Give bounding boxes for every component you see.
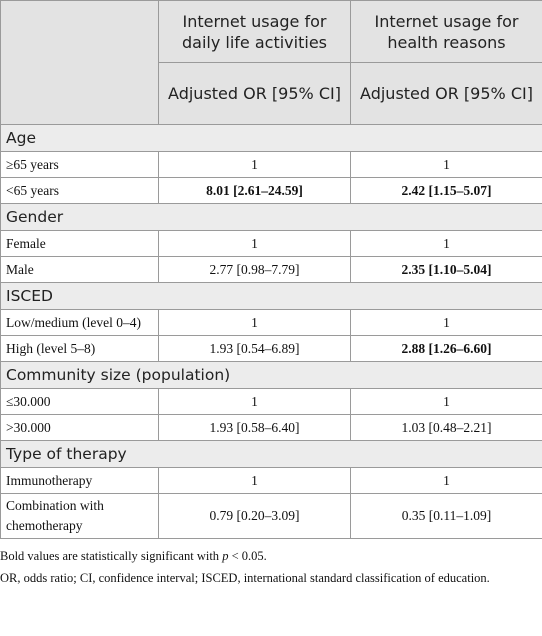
significance-note: Bold values are statistically significan… — [0, 547, 542, 565]
data-row: <65 years 8.01 [2.61–24.59] 2.42 [1.15–5.0… — [0, 177, 542, 204]
row-label: Female — [0, 230, 159, 257]
note-text: Bold values are statistically significan… — [0, 549, 223, 563]
table-body: Age ≥65 years 1 1 <65 years 8.01 [2.61–24.59]… — [0, 124, 542, 539]
abbreviations-note: OR, odds ratio; CI, confidence interval;… — [0, 571, 490, 585]
row-label: Low/medium (level 0–4) — [0, 309, 159, 336]
value-cell: 1 — [158, 388, 351, 415]
value-cell: 0.79 [0.20–3.09] — [158, 493, 351, 539]
section-row: Community size (population) — [0, 361, 542, 389]
row-label: High (level 5–8) — [0, 335, 159, 362]
section-row: Age — [0, 124, 542, 152]
table-header: Internet usage for daily life activities… — [0, 0, 542, 125]
value-cell: 1 — [158, 467, 351, 494]
value-cell: 1.93 [0.58–6.40] — [158, 414, 351, 441]
value-cell: 1.03 [0.48–2.21] — [350, 414, 542, 441]
row-label: ≤30.000 — [0, 388, 159, 415]
section-title: Community size (population) — [0, 361, 542, 389]
column-header: Internet usage for daily life activities — [158, 0, 351, 63]
row-label: Immunotherapy — [0, 467, 159, 494]
column-subheader: Adjusted OR [95% CI] — [350, 62, 542, 125]
section-title: Gender — [0, 203, 542, 231]
section-title: ISCED — [0, 282, 542, 310]
data-row: ≥65 years 1 1 — [0, 151, 542, 178]
value-cell: 1 — [158, 230, 351, 257]
row-label: ≥65 years — [0, 151, 159, 178]
data-row: Female 1 1 — [0, 230, 542, 257]
row-label: Combination with chemotherapy — [0, 493, 159, 539]
column-header: Internet usage for health reasons — [350, 0, 542, 63]
section-title: Type of therapy — [0, 440, 542, 468]
value-cell: 1.93 [0.54–6.89] — [158, 335, 351, 362]
section-row: Gender — [0, 203, 542, 231]
data-row: >30.000 1.93 [0.58–6.40] 1.03 [0.48–2.21] — [0, 414, 542, 441]
value-cell: 2.35 [1.10–5.04] — [350, 256, 542, 283]
row-label: >30.000 — [0, 414, 159, 441]
value-cell: 8.01 [2.61–24.59] — [158, 177, 351, 204]
value-cell: 1 — [350, 467, 542, 494]
note-italic: p — [222, 549, 229, 563]
row-label: Male — [0, 256, 159, 283]
value-cell: 1 — [158, 151, 351, 178]
section-row: ISCED — [0, 282, 542, 310]
data-row: High (level 5–8) 1.93 [0.54–6.89] 2.88 [1.… — [0, 335, 542, 362]
value-cell: 1 — [350, 388, 542, 415]
section-row: Type of therapy — [0, 440, 542, 468]
value-cell: 1 — [350, 230, 542, 257]
data-row: Immunotherapy 1 1 — [0, 467, 542, 494]
column-subheader: Adjusted OR [95% CI] — [158, 62, 351, 125]
data-row: ≤30.000 1 1 — [0, 388, 542, 415]
corner-cell — [0, 0, 159, 125]
value-cell: 2.42 [1.15–5.07] — [350, 177, 542, 204]
row-label: <65 years — [0, 177, 159, 204]
results-table: Internet usage for daily life activities… — [0, 0, 542, 539]
value-cell: 1 — [158, 309, 351, 336]
note-text: < 0.05. — [228, 549, 267, 563]
data-row: Male 2.77 [0.98–7.79] 2.35 [1.10–5.04] — [0, 256, 542, 283]
value-cell: 1 — [350, 151, 542, 178]
value-cell: 2.88 [1.26–6.60] — [350, 335, 542, 362]
value-cell: 0.35 [0.11–1.09] — [350, 493, 542, 539]
value-cell: 1 — [350, 309, 542, 336]
data-row: Low/medium (level 0–4) 1 1 — [0, 309, 542, 336]
data-row: Combination with chemotherapy 0.79 [0.20–… — [0, 493, 542, 539]
footnotes: Bold values are statistically significan… — [0, 539, 542, 587]
section-title: Age — [0, 124, 542, 152]
header-row: Internet usage for daily life activities… — [0, 0, 542, 125]
value-cell: 2.77 [0.98–7.79] — [158, 256, 351, 283]
